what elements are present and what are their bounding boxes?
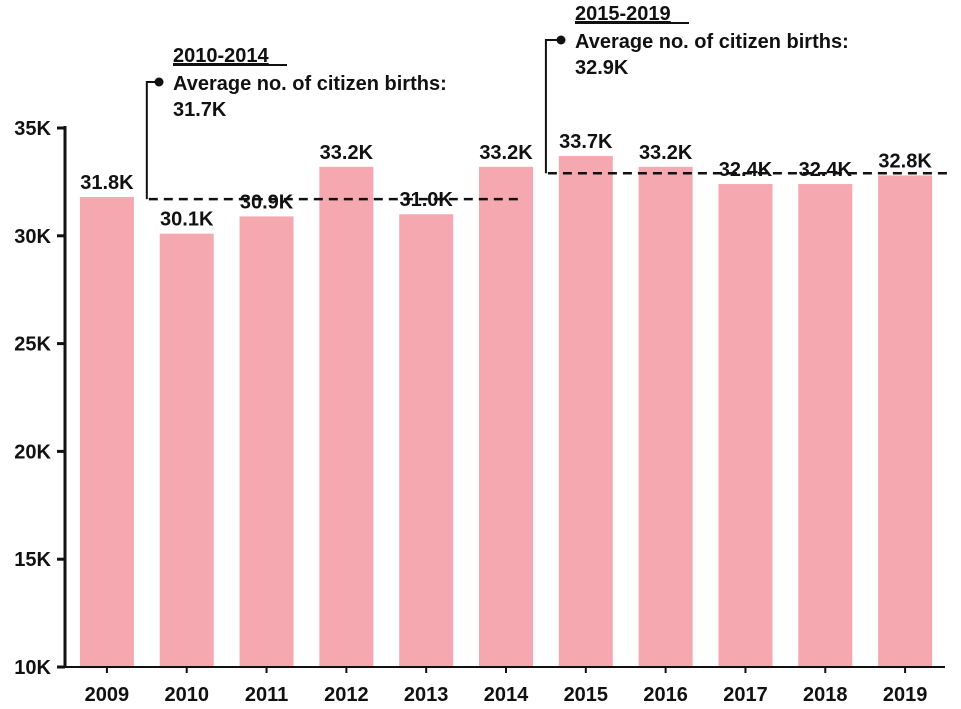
annotation-value-2015-2019: 32.9K bbox=[575, 57, 629, 79]
data-label-2015: 33.7K bbox=[559, 131, 613, 153]
x-tick-label-2012: 2012 bbox=[324, 684, 369, 706]
x-tick-label-2010: 2010 bbox=[164, 684, 209, 706]
data-label-2018: 32.4K bbox=[799, 159, 853, 181]
x-tick-label-2019: 2019 bbox=[883, 684, 928, 706]
data-label-2012: 33.2K bbox=[320, 142, 374, 164]
annotation-connector-2010-2014 bbox=[145, 81, 157, 200]
data-label-2010: 30.1K bbox=[160, 209, 214, 231]
x-tick-label-2009: 2009 bbox=[85, 684, 130, 706]
y-tick-label-10K: 10K bbox=[14, 657, 51, 679]
x-tick-label-2014: 2014 bbox=[484, 684, 529, 706]
annotation-value-2010-2014: 31.7K bbox=[173, 99, 227, 121]
x-tick-label-2015: 2015 bbox=[564, 684, 609, 706]
bars-group bbox=[79, 156, 933, 668]
bar-2017 bbox=[718, 184, 773, 667]
data-label-2019: 32.8K bbox=[878, 150, 932, 172]
bar-2012 bbox=[319, 166, 374, 668]
x-tick-label-2013: 2013 bbox=[404, 684, 449, 706]
annotation-label-2015-2019: Average no. of citizen births: bbox=[575, 31, 849, 53]
annotation-connector-2015-2019 bbox=[544, 39, 559, 174]
annotation-dot-2015-2019 bbox=[556, 35, 566, 45]
bar-2009 bbox=[79, 196, 134, 667]
annotation-dot-2010-2014 bbox=[154, 77, 164, 87]
x-tick-label-2017: 2017 bbox=[723, 684, 768, 706]
bar-2019 bbox=[878, 175, 933, 667]
bar-2014 bbox=[479, 166, 533, 668]
bar-2011 bbox=[239, 216, 294, 667]
bar-2015 bbox=[558, 156, 613, 667]
y-tick-label-15K: 15K bbox=[14, 549, 51, 571]
bar-2013 bbox=[399, 214, 454, 668]
x-tick-label-2011: 2011 bbox=[245, 684, 288, 706]
annotations-group: 2010-2014 Average no. of citizen births: 3… bbox=[145, 3, 953, 201]
y-tick-label-30K: 30K bbox=[14, 226, 51, 248]
annotation-period-2010-2014: 2010-2014 bbox=[173, 45, 270, 67]
axes-group: 2009 2010 2011 2012 2013 2014 2015 2016 2017 2018… bbox=[14, 118, 945, 706]
data-label-2009: 31.8K bbox=[80, 172, 134, 194]
data-label-2014: 33.2K bbox=[479, 142, 533, 164]
data-label-2016: 33.2K bbox=[639, 142, 693, 164]
annotation-label-2010-2014: Average no. of citizen births: bbox=[173, 73, 447, 95]
data-label-2011: 30.9K bbox=[240, 191, 294, 213]
x-tick-label-2018: 2018 bbox=[803, 684, 848, 706]
data-label-2017: 32.4K bbox=[719, 159, 773, 181]
bar-2018 bbox=[798, 184, 853, 667]
annotation-period-2015-2019: 2015-2019 bbox=[575, 3, 671, 25]
y-tick-label-20K: 20K bbox=[14, 441, 51, 463]
y-tick-label-25K: 25K bbox=[14, 334, 51, 356]
x-tick-label-2016: 2016 bbox=[643, 684, 688, 706]
bar-2010 bbox=[159, 233, 214, 668]
y-tick-label-35K: 35K bbox=[14, 118, 51, 140]
bar-2016 bbox=[638, 166, 693, 668]
